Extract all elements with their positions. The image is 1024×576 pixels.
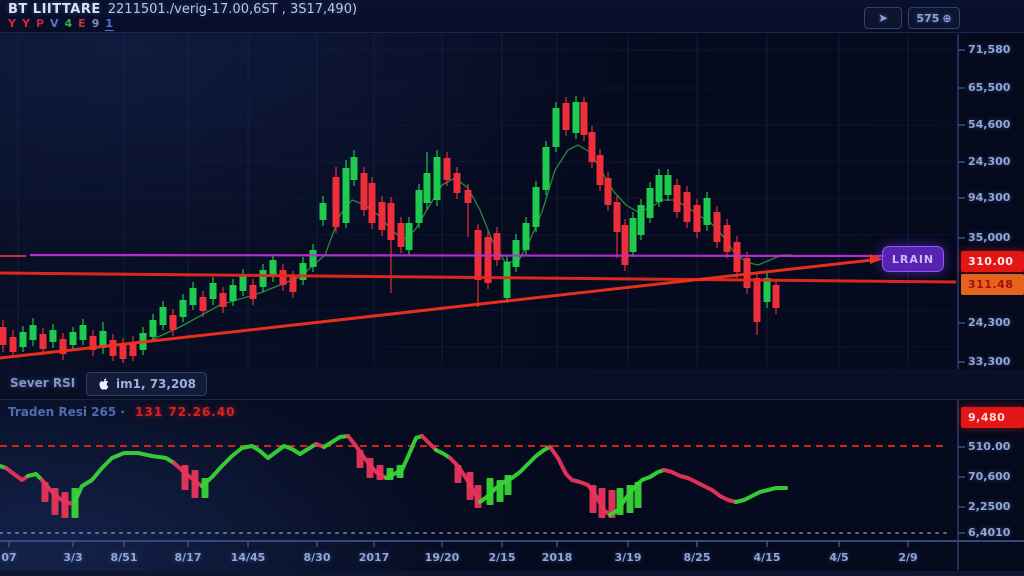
strip-divider: [0, 399, 1024, 400]
time-axis-line: [0, 540, 1024, 542]
arrow-icon: ➤: [877, 11, 889, 25]
ticker-flag: E: [78, 17, 87, 30]
rsi-panel-header: Traden Resi 265 · 131 72.26.40: [8, 405, 236, 419]
bottom-edge: [0, 571, 1024, 576]
indicator-name-label: Sever RSI: [10, 376, 76, 390]
indicator-source-badge[interactable]: im1, 73,208: [86, 372, 208, 396]
last-price-badge: 310.00: [961, 251, 1024, 272]
symbol-name: BT LIITTARE: [8, 2, 101, 17]
lrain-price-line-badge[interactable]: LRAIN: [882, 246, 944, 272]
ticker-flag: 1: [105, 17, 114, 31]
ticker-flag: V: [50, 17, 60, 30]
globe-icon: ⊕: [942, 11, 952, 25]
ticker-flag: Y: [21, 17, 31, 30]
symbol-quote-info: 2211501./verig-17.00,6ST , 3S17,490): [107, 2, 358, 17]
alert-price-badge: 311.48: [961, 274, 1024, 295]
quote-label: 575: [916, 11, 940, 25]
indicator-source-text: im1, 73,208: [116, 377, 197, 391]
rsi-title: Traden Resi 265 ·: [8, 405, 125, 419]
rsi-level-badge: 9,480: [961, 407, 1024, 428]
rsi-value: 131 72.26.40: [135, 405, 236, 419]
indicator-strip: Sever RSI im1, 73,208: [0, 369, 1024, 399]
quote-575-button[interactable]: 575 ⊕: [908, 7, 960, 29]
header-bar: BT LIITTARE 2211501./verig-17.00,6ST , 3S…: [0, 0, 1024, 32]
ticker-flag: 4: [64, 17, 74, 30]
share-button[interactable]: ➤: [864, 7, 902, 29]
instrument-title: BT LIITTARE 2211501./verig-17.00,6ST , 3S…: [8, 2, 357, 17]
header-divider: [0, 32, 1024, 33]
ticker-flag: Y: [8, 17, 17, 30]
ticker-flag: 9: [91, 17, 101, 30]
apple-icon: [99, 378, 109, 390]
ticker-flag: P: [35, 17, 45, 30]
